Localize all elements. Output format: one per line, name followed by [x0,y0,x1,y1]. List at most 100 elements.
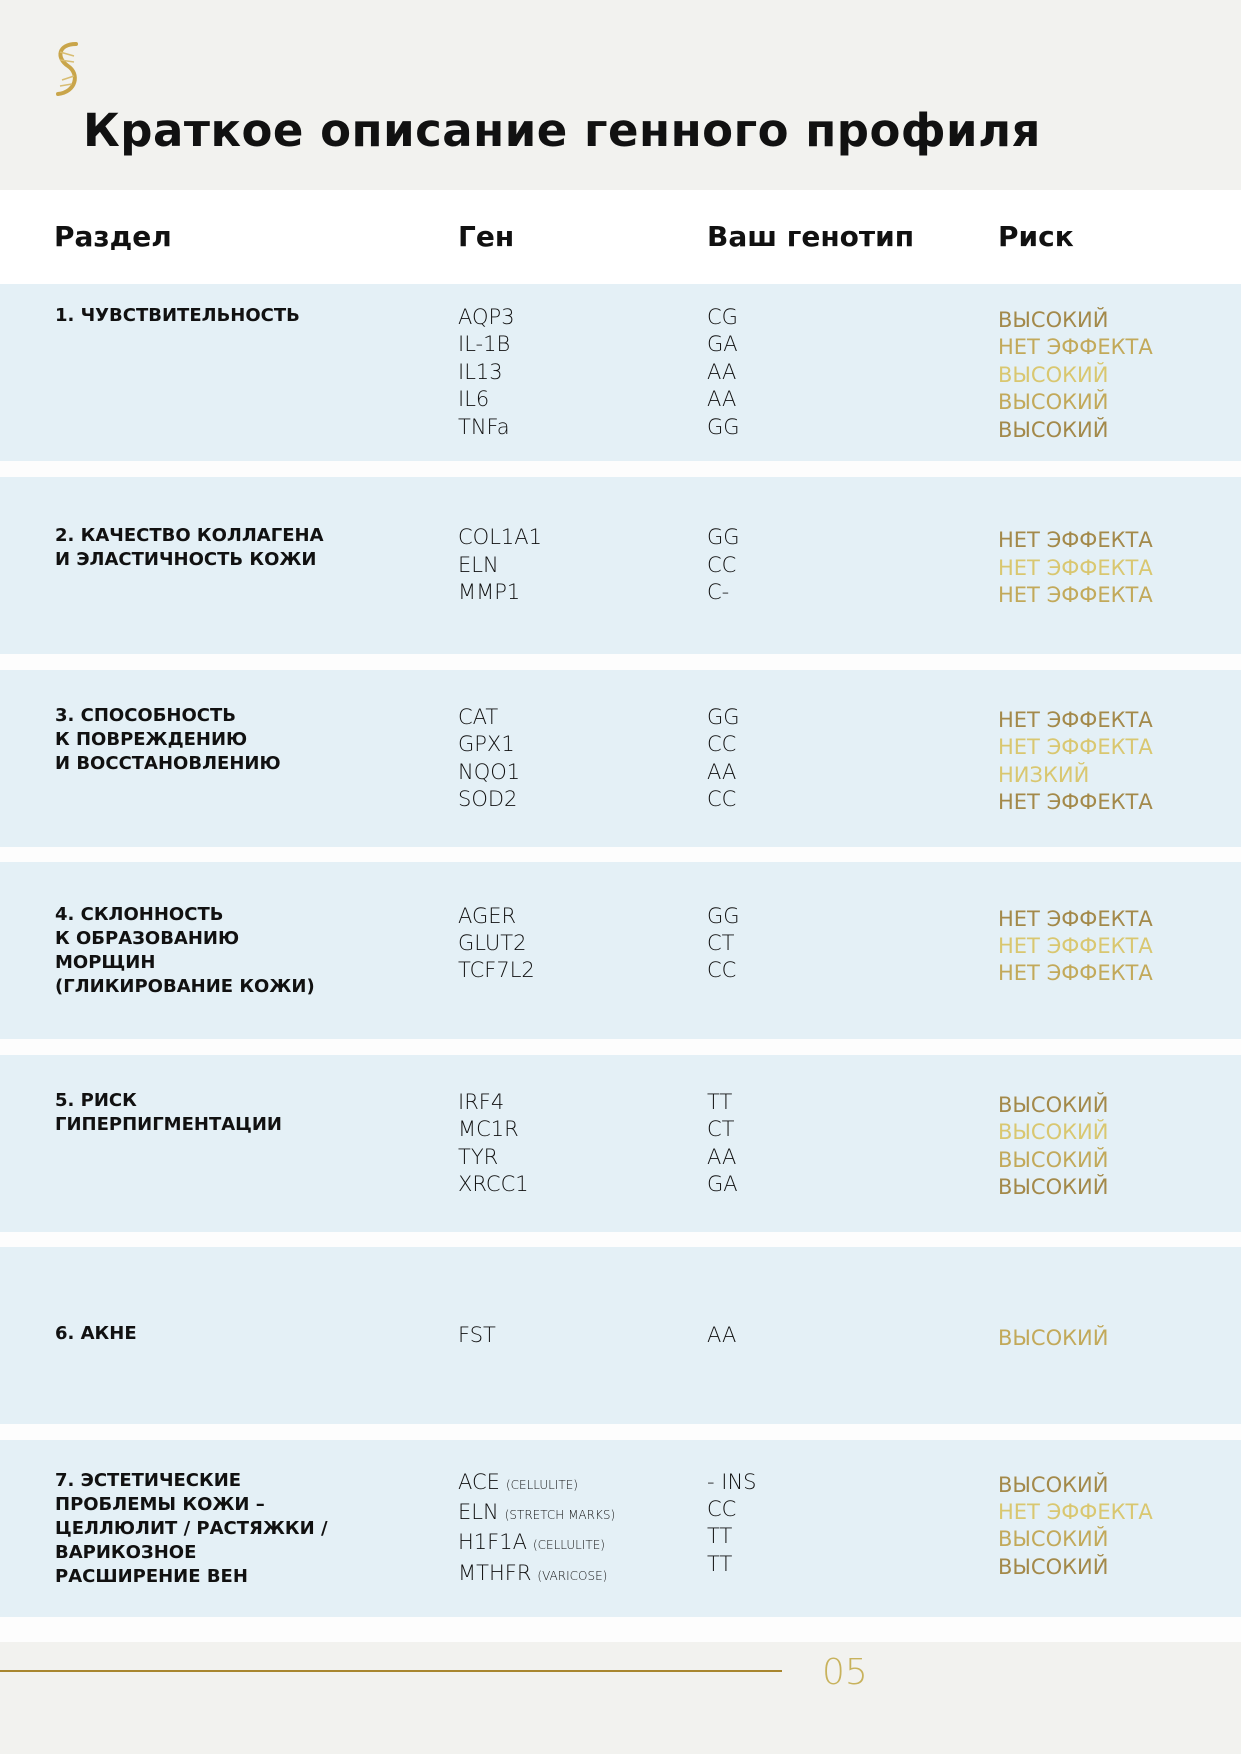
table-section: 6. АКНЕ FST AA ВЫСОКИЙ [0,1247,1241,1424]
section-content: 6. АКНЕ FST AA ВЫСОКИЙ [0,1322,1241,1352]
gene-name: MMP1 [458,580,521,605]
genotype-column: GG CC AA CC [707,704,740,814]
page-number: 05 [822,1652,868,1693]
risk-cell: НЕТ ЭФФЕКТА [998,583,1153,608]
gene-name: GPX1 [458,732,515,757]
gene-column: CAT GPX1 NQO1 SOD2 [458,704,520,814]
section-label: 4. СКЛОННОСТЬ К ОБРАЗОВАНИЮ МОРЩИН (ГЛИКИРО… [55,903,385,999]
gene-cell: IL13 [458,359,515,386]
risk-cell: НЕТ ЭФФЕКТА [998,961,1153,986]
page-title: Краткое описание генного профиля [83,104,1041,157]
dna-logo-icon [56,42,78,96]
risk-cell: НЕТ ЭФФЕКТА [998,707,1153,732]
section-label-line: К ОБРАЗОВАНИЮ [55,927,240,949]
risk-cell: ВЫСОКИЙ [998,1092,1109,1117]
section-content: 7. ЭСТЕТИЧЕСКИЕ ПРОБЛЕМЫ КОЖИ – ЦЕЛЛЮЛИТ /… [0,1469,1241,1589]
risk-cell: ВЫСОКИЙ [998,1472,1109,1497]
gene-name: MC1R [458,1117,519,1142]
gene-name: ELN [458,552,499,577]
section-label-line: ПРОБЛЕМЫ КОЖИ – [55,1493,265,1515]
gene-column: IRF4 MC1R TYR XRCC1 [458,1089,529,1199]
risk-cell: ВЫСОКИЙ [998,417,1109,442]
gene-name: NQO1 [458,759,521,784]
gene-name: AQP3 [458,305,515,329]
section-divider [0,1617,1241,1642]
gene-cell: IL6 [458,386,515,413]
risk-column: НЕТ ЭФФЕКТА НЕТ ЭФФЕКТА НЕТ ЭФФЕКТА [998,906,1153,988]
risk-cell: ВЫСОКИЙ [998,1147,1109,1172]
gene-cell: MTHFR (VARICOSE) [458,1560,615,1590]
gene-cell: SOD2 [458,786,520,813]
gene-name: FST [458,1322,496,1347]
gene-name: AGER [458,903,517,928]
gene-name: ACE [458,1469,500,1494]
genotype-cell: CC [707,786,737,811]
genotype-cell: AA [707,759,737,784]
gene-cell: GLUT2 [458,930,535,957]
gene-note: (VARICOSE) [537,1568,608,1583]
table-section: 1. ЧУВСТВИТЕЛЬНОСТЬ AQP3 IL-1B IL13 IL6 TNFa C… [0,284,1241,461]
gene-note: (STRETCH MARKS) [504,1507,616,1522]
genotype-cell: C- [707,580,730,605]
gene-column: AQP3 IL-1B IL13 IL6 TNFa [458,304,515,441]
risk-column: ВЫСОКИЙ НЕТ ЭФФЕКТА ВЫСОКИЙ ВЫСОКИЙ [998,1472,1153,1582]
genotype-cell: AA [707,1322,737,1347]
genotype-column: GG CC C- [707,524,740,606]
gene-name: IL13 [458,359,503,384]
gene-name: TNFa [458,414,510,439]
section-label-line: ГИПЕРПИГМЕНТАЦИИ [55,1113,282,1135]
genotype-cell: CC [707,732,737,757]
section-divider [0,1232,1241,1247]
gene-column: AGER GLUT2 TCF7L2 [458,903,535,985]
genotype-cell: CG [707,305,738,329]
section-label-line: 7. ЭСТЕТИЧЕСКИЕ [55,1469,242,1491]
gene-name: ELN [458,1499,499,1524]
table-section: 7. ЭСТЕТИЧЕСКИЕ ПРОБЛЕМЫ КОЖИ – ЦЕЛЛЮЛИТ /… [0,1440,1241,1617]
section-label-line: 5. РИСК [55,1089,137,1111]
risk-cell: НЕТ ЭФФЕКТА [998,335,1153,360]
genotype-column: TT CT AA GA [707,1089,738,1199]
table-section: 2. КАЧЕСТВО КОЛЛАГЕНА И ЭЛАСТИЧНОСТЬ КОЖИ… [0,477,1241,654]
genotype-cell: GA [707,1171,738,1196]
risk-column: ВЫСОКИЙ [998,1325,1108,1352]
gene-cell: ELN [458,552,542,579]
genotype-cell: TT [707,1551,733,1576]
gene-note: (CELLULITE) [505,1477,578,1492]
gene-cell: H1F1A (CELLULITE) [458,1529,615,1559]
gene-name: XRCC1 [458,1171,529,1196]
gene-note: (CELLULITE) [532,1538,605,1553]
risk-cell: ВЫСОКИЙ [998,362,1109,387]
risk-cell: НИЗКИЙ [998,762,1090,787]
risk-cell: ВЫСОКИЙ [998,1554,1109,1579]
section-content: 5. РИСК ГИПЕРПИГМЕНТАЦИИ IRF4 MC1R TYR XRCC1 T… [0,1089,1241,1199]
section-divider [0,1039,1241,1055]
gene-cell: ACE (CELLULITE) [458,1469,615,1499]
gene-name: TYR [458,1144,499,1169]
section-label-line: ЦЕЛЛЮЛИТ / РАСТЯЖКИ / [55,1517,328,1539]
gene-column: ACE (CELLULITE) ELN (STRETCH MARKS) H1F1A (CE… [458,1469,615,1591]
risk-cell: НЕТ ЭФФЕКТА [998,933,1153,958]
genotype-cell: GG [707,414,740,439]
genotype-cell: - INS [707,1469,757,1494]
gene-cell: IL-1B [458,331,515,358]
risk-cell: НЕТ ЭФФЕКТА [998,789,1153,814]
header-risk: Риск [998,220,1074,253]
gene-cell: COL1A1 [458,524,542,551]
risk-cell: ВЫСОКИЙ [998,308,1109,332]
section-label: 1. ЧУВСТВИТЕЛЬНОСТЬ [55,304,385,328]
genotype-cell: GG [707,903,740,928]
gene-name: MTHFR [458,1560,532,1585]
gene-cell: CAT [458,704,520,731]
gene-name: CAT [458,704,499,729]
risk-column: НЕТ ЭФФЕКТА НЕТ ЭФФЕКТА НИЗКИЙ НЕТ ЭФФЕКТА [998,707,1153,817]
gene-column: COL1A1 ELN MMP1 [458,524,542,606]
section-label-line: 4. СКЛОННОСТЬ [55,903,224,925]
gene-name: GLUT2 [458,930,527,955]
gene-cell: TYR [458,1144,529,1171]
risk-column: ВЫСОКИЙ ВЫСОКИЙ ВЫСОКИЙ ВЫСОКИЙ [998,1092,1108,1202]
genotype-cell: CT [707,930,735,955]
section-label-line: ВАРИКОЗНОЕ [55,1541,197,1563]
gene-cell: AQP3 [458,304,515,331]
table-section: 3. СПОСОБНОСТЬ К ПОВРЕЖДЕНИЮ И ВОССТАНОВЛЕ… [0,670,1241,847]
section-label-line: (ГЛИКИРОВАНИЕ КОЖИ) [55,975,315,997]
